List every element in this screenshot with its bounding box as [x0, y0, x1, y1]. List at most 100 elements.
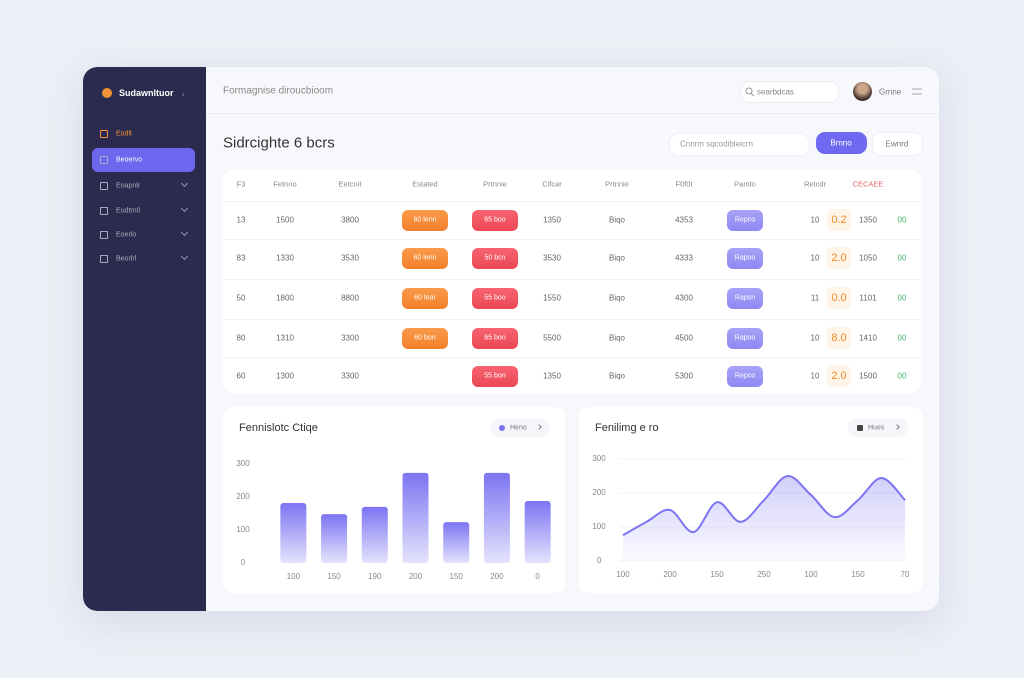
x-tick-label: 100: [616, 570, 630, 579]
score-text: 0.0: [831, 292, 847, 304]
line: [622, 475, 906, 537]
cell: 3530: [341, 253, 359, 263]
nav-label: Eoapnlr: [116, 182, 141, 190]
nav-item[interactable]: Eudtrn0: [92, 199, 195, 223]
brand: Sudawnltuor: [119, 88, 174, 98]
bar: [321, 514, 348, 563]
cell: 1350: [859, 215, 877, 225]
x-tick-label: 70: [901, 570, 910, 579]
x-tick-label: 150: [710, 570, 724, 579]
cell: 10: [810, 371, 820, 381]
cell: 4300: [675, 293, 693, 303]
search-box[interactable]: searbdcas: [740, 81, 839, 103]
bar: [443, 522, 470, 563]
cell: Biqo: [608, 215, 626, 225]
primary-button[interactable]: Brnno: [816, 132, 867, 154]
y-tick-label: 0: [597, 556, 602, 565]
x-tick-label: 200: [663, 570, 677, 579]
nav-label: Beoervo: [116, 156, 143, 164]
column-header: Fetnno: [273, 179, 297, 189]
cell: 4500: [675, 333, 693, 343]
status-text: 65 bon: [484, 334, 506, 342]
menu-icon[interactable]: [912, 88, 922, 96]
status-text: Rapoo: [734, 254, 756, 262]
status-pill: 65 boo: [472, 210, 518, 231]
status-text: Rapsn: [734, 294, 756, 302]
status-pill: Rapsn: [727, 288, 763, 309]
cell: 00: [897, 253, 907, 263]
bar: [483, 472, 510, 563]
score-text: 0.2: [831, 214, 847, 226]
y-tick-label: 300: [592, 454, 606, 463]
search-icon: [745, 87, 755, 97]
legend-text: Heno: [510, 424, 527, 432]
nav-item[interactable]: Eoapnlr: [92, 174, 195, 198]
bar: [402, 472, 429, 563]
score-badge: 8.0: [827, 327, 851, 349]
status-text: 60 lenn: [413, 216, 437, 224]
cell: 8800: [341, 293, 359, 303]
legend-pill[interactable]: Hues: [848, 418, 908, 437]
x-tick-label: 150: [327, 572, 341, 581]
cell: 60: [236, 371, 246, 381]
score-badge: 2.0: [827, 365, 851, 387]
nav-label: Eoerlo: [116, 231, 137, 239]
status-pill: Rapoo: [727, 248, 763, 269]
cell: 3300: [341, 333, 359, 343]
column-header: Pamto: [734, 179, 756, 189]
chart-plot: 0 100 200 300 100 200 150 250 100 150 70: [592, 454, 910, 579]
x-tick-label: 190: [368, 572, 382, 581]
nav-item[interactable]: Eodlt: [92, 122, 195, 146]
divider: [206, 113, 939, 114]
cell: 00: [897, 371, 907, 381]
cell: 11: [810, 293, 820, 303]
status-text: 50 bcn: [484, 254, 506, 262]
score-text: 8.0: [831, 332, 847, 344]
collapse[interactable]: ‹: [182, 89, 185, 99]
row-divider: [223, 357, 921, 358]
row-divider: [223, 279, 921, 280]
y-tick-label: 300: [236, 459, 250, 468]
cell: 3800: [341, 215, 359, 225]
cell: 00: [897, 333, 907, 343]
x-tick-label: 150: [851, 570, 865, 579]
cell: 1350: [543, 215, 561, 225]
row-divider: [223, 319, 921, 320]
cell: 1050: [859, 253, 877, 263]
status-text: 60 tear: [414, 294, 436, 302]
secondary-button[interactable]: Ewnrd: [872, 132, 923, 156]
nav-chevron: [180, 204, 189, 213]
cell: 1550: [543, 293, 561, 303]
area: [623, 475, 905, 561]
nav-icon: [100, 255, 108, 263]
status-pill: 50 bcn: [472, 248, 518, 269]
nav-item[interactable]: Eoerlo: [92, 223, 195, 247]
cell: 10: [810, 253, 820, 263]
cell: 1410: [859, 333, 877, 343]
cell: 3300: [341, 371, 359, 381]
filter-input[interactable]: Cnnrm sqcodibleicrn: [669, 133, 810, 156]
cell: 83: [236, 253, 246, 263]
avatar[interactable]: [853, 82, 872, 101]
nav-item[interactable]: Beoervo: [92, 148, 195, 172]
status-pill: 60 tear: [402, 288, 448, 309]
status-text: Rapoo: [734, 334, 756, 342]
row-divider: [223, 239, 921, 240]
nav-icon: [100, 231, 108, 239]
column-header: CECAEE: [852, 179, 884, 189]
chart-plot: 0 100 200 300 100 150 190 200 150 200 0: [236, 459, 551, 581]
status-text: 60 lenn: [413, 254, 437, 262]
cell: Biqo: [608, 253, 626, 263]
header-title: Formagnise diroucbioom: [223, 85, 334, 97]
chart-title: Fennislotc Ctiqe: [239, 422, 318, 434]
nav-item[interactable]: Beorlrl: [92, 247, 195, 271]
x-tick-label: 150: [450, 572, 464, 581]
cell: 00: [897, 215, 907, 225]
column-header: Prtnnie: [483, 179, 507, 189]
cell: 5500: [543, 333, 561, 343]
legend-pill[interactable]: Heno: [490, 418, 550, 437]
score-text: 2.0: [831, 370, 847, 382]
status-pill: 65 bon: [472, 328, 518, 349]
bar: [280, 502, 307, 563]
